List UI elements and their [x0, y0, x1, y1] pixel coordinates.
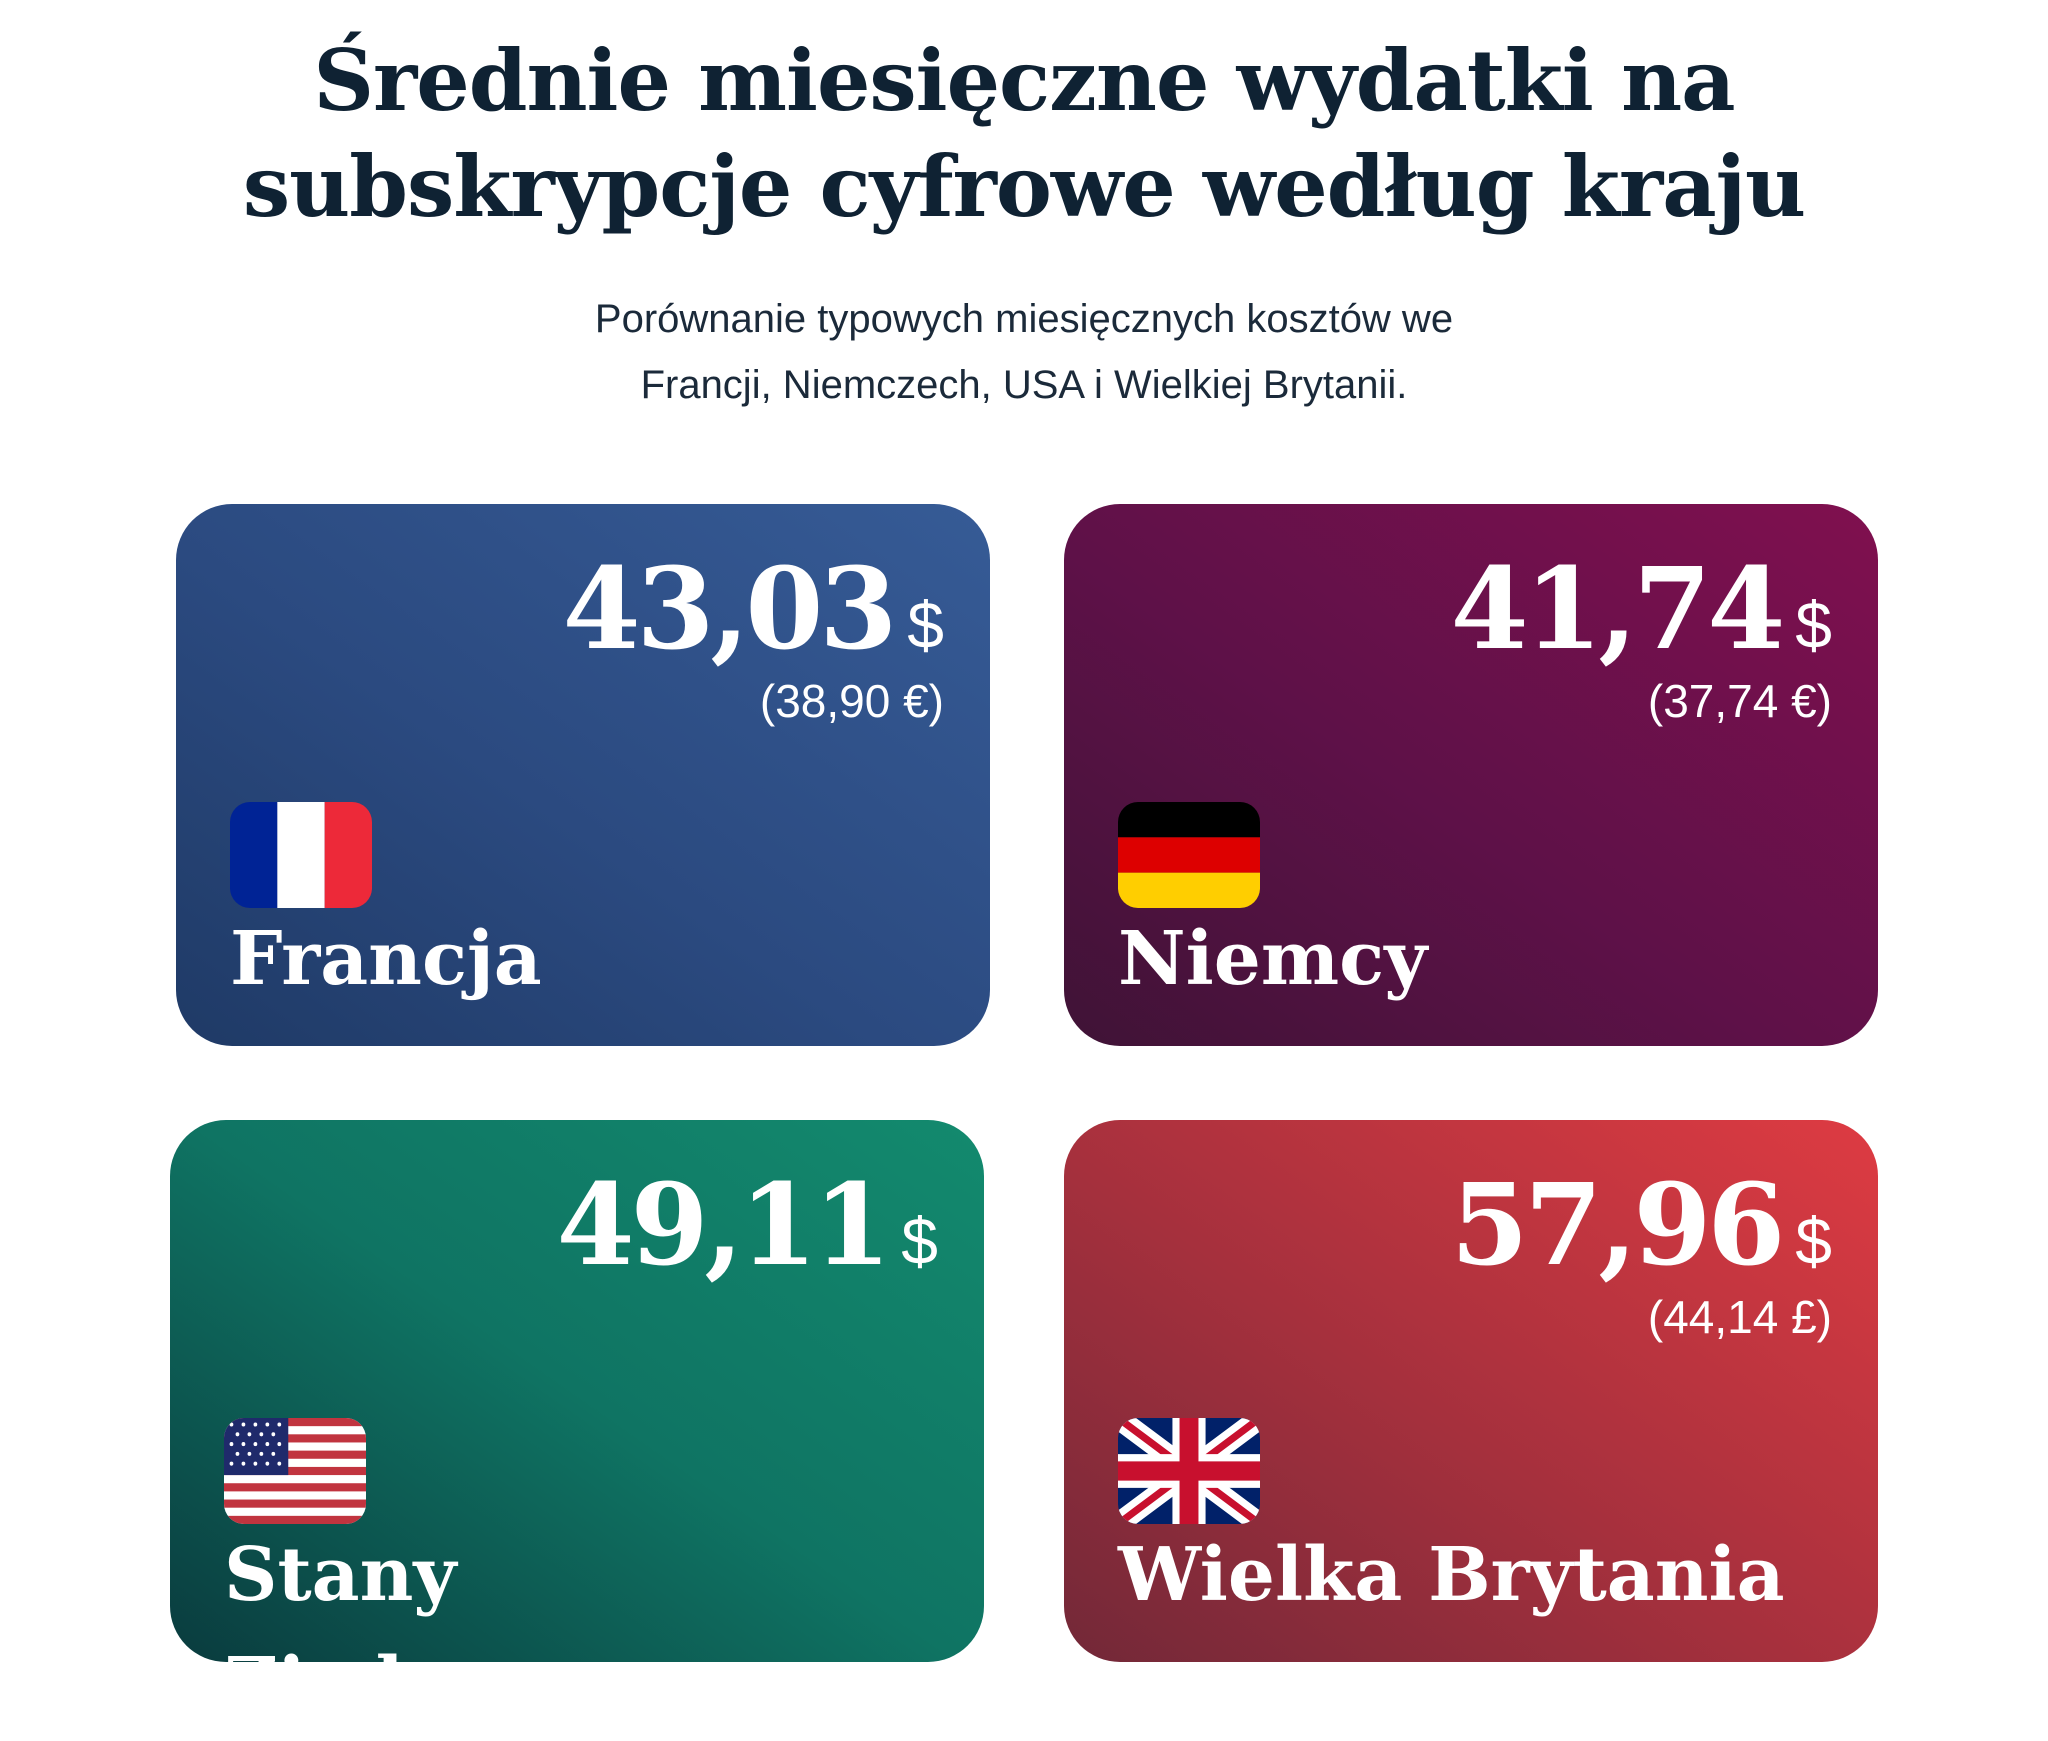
- currency-symbol: $: [901, 1204, 938, 1278]
- germany-flag-icon: [1118, 802, 1260, 908]
- amount-usd: 41,74 $: [1451, 544, 1832, 675]
- country-name: Wielka Brytania: [1118, 1532, 1785, 1618]
- amount-value: 41,74: [1450, 544, 1786, 675]
- uk-flag-icon: [1118, 1418, 1260, 1524]
- amount-usd: 57,96 $: [1451, 1160, 1832, 1291]
- france-flag-icon: [230, 802, 372, 908]
- subtitle-line-1: Porównanie typowych miesięcznych kosztów…: [594, 297, 1454, 341]
- amount-value: 49,11: [556, 1160, 892, 1291]
- amount-local: (37,74 €): [1647, 675, 1832, 727]
- amount-usd: 49,11 $: [557, 1160, 938, 1291]
- amount-local: (44,14 £): [1647, 1291, 1832, 1343]
- subtitle-line-2: Francji, Niemczech, USA i Wielkiej Bryta…: [640, 363, 1408, 407]
- country-name: Stany Zjednoczone: [224, 1532, 744, 1662]
- amount-value: 43,03: [562, 544, 898, 675]
- currency-symbol: $: [907, 588, 944, 662]
- country-card-uk: 57,96 $ (44,14 £) Wielka Brytania: [1064, 1120, 1878, 1662]
- title-line-1: Średnie miesięczne wydatki na: [313, 31, 1735, 130]
- usa-flag-icon: [224, 1418, 366, 1524]
- amount-value: 57,96: [1450, 1160, 1786, 1291]
- page-subtitle: Porównanie typowych miesięcznych kosztów…: [0, 286, 2048, 418]
- page-title: Średnie miesięczne wydatki na subskrypcj…: [0, 28, 2048, 240]
- country-card-usa: 49,11 $ Stany Zjednoczone: [170, 1120, 984, 1662]
- amount-usd: 43,03 $: [563, 544, 944, 675]
- currency-symbol: $: [1795, 1204, 1832, 1278]
- country-card-germany: 41,74 $ (37,74 €) Niemcy: [1064, 504, 1878, 1046]
- amount-local: (38,90 €): [759, 675, 944, 727]
- title-line-2: subskrypcje cyfrowe według kraju: [242, 137, 1806, 236]
- country-card-france: 43,03 $ (38,90 €) Francja: [176, 504, 990, 1046]
- currency-symbol: $: [1795, 588, 1832, 662]
- country-name: Niemcy: [1118, 916, 1428, 1002]
- country-name: Francja: [230, 916, 542, 1002]
